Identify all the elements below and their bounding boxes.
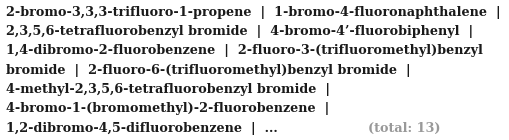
Text: (total: 13): (total: 13) (367, 122, 440, 135)
Text: bromide  |  2-fluoro-6-(trifluoromethyl)benzyl bromide  |: bromide | 2-fluoro-6-(trifluoromethyl)be… (6, 64, 410, 77)
Text: 4-bromo-1-(bromomethyl)-2-fluorobenzene  |: 4-bromo-1-(bromomethyl)-2-fluorobenzene … (6, 102, 329, 115)
Text: 2-bromo-3,3,3-trifluoro-1-propene  |  1-bromo-4-fluoronaphthalene  |: 2-bromo-3,3,3-trifluoro-1-propene | 1-br… (6, 6, 500, 19)
Text: 1,2-dibromo-4,5-difluorobenzene  |  ...: 1,2-dibromo-4,5-difluorobenzene | ... (6, 122, 286, 135)
Text: 4-methyl-2,3,5,6-tetrafluorobenzyl bromide  |: 4-methyl-2,3,5,6-tetrafluorobenzyl bromi… (6, 83, 329, 96)
Text: 2,3,5,6-tetrafluorobenzyl bromide  |  4-bromo-4’-fluorobiphenyl  |: 2,3,5,6-tetrafluorobenzyl bromide | 4-br… (6, 25, 472, 38)
Text: 1,4-dibromo-2-fluorobenzene  |  2-fluoro-3-(trifluoromethyl)benzyl: 1,4-dibromo-2-fluorobenzene | 2-fluoro-3… (6, 44, 482, 57)
